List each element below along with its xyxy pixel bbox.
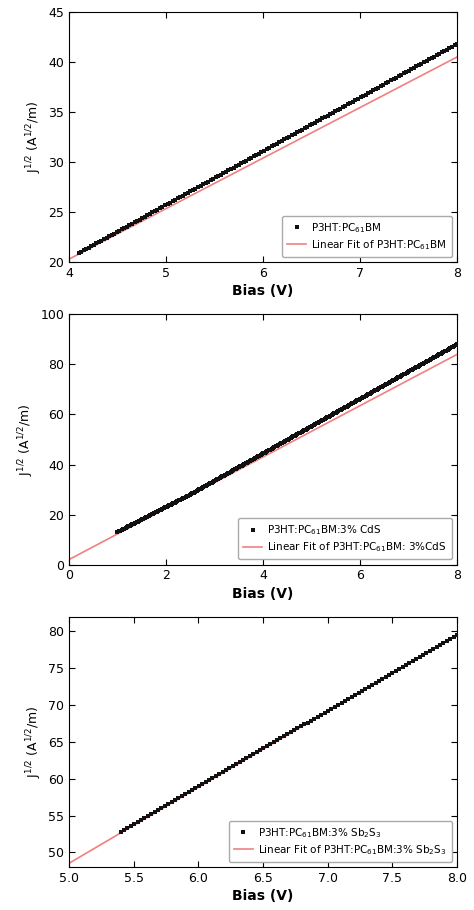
X-axis label: Bias (V): Bias (V) bbox=[232, 889, 294, 903]
Legend: P3HT:PC$_{61}$BM:3% Sb$_2$S$_3$, Linear Fit of P3HT:PC$_{61}$BM:3% Sb$_2$S$_3$: P3HT:PC$_{61}$BM:3% Sb$_2$S$_3$, Linear … bbox=[229, 821, 452, 862]
P3HT:PC$_{61}$BM:3% Sb$_2$S$_3$ bbox=[291, 725, 297, 736]
X-axis label: Bias (V): Bias (V) bbox=[232, 587, 294, 601]
P3HT:PC$_{61}$BM:3% Sb$_2$S$_3$ bbox=[118, 826, 124, 837]
Y-axis label: J$^{1/2}$ (A$^{1/2}$/m): J$^{1/2}$ (A$^{1/2}$/m) bbox=[24, 706, 44, 778]
P3HT:PC$_{61}$BM:3% Sb$_2$S$_3$ bbox=[182, 789, 188, 800]
P3HT:PC$_{61}$BM:3% CdS bbox=[171, 498, 176, 509]
X-axis label: Bias (V): Bias (V) bbox=[232, 284, 294, 298]
P3HT:PC$_{61}$BM bbox=[337, 103, 343, 114]
P3HT:PC$_{61}$BM bbox=[226, 165, 231, 176]
P3HT:PC$_{61}$BM bbox=[289, 130, 295, 141]
Legend: P3HT:PC$_{61}$BM:3% CdS, Linear Fit of P3HT:PC$_{61}$BM: 3%CdS: P3HT:PC$_{61}$BM:3% CdS, Linear Fit of P… bbox=[238, 519, 452, 560]
P3HT:PC$_{61}$BM:3% CdS bbox=[440, 347, 446, 358]
Line: P3HT:PC$_{61}$BM:3% CdS: P3HT:PC$_{61}$BM:3% CdS bbox=[116, 343, 458, 533]
Y-axis label: J$^{1/2}$ (A$^{1/2}$/m): J$^{1/2}$ (A$^{1/2}$/m) bbox=[25, 101, 44, 173]
P3HT:PC$_{61}$BM bbox=[200, 179, 206, 190]
Y-axis label: J$^{1/2}$ (A$^{1/2}$/m): J$^{1/2}$ (A$^{1/2}$/m) bbox=[17, 403, 36, 476]
Legend: P3HT:PC$_{61}$BM, Linear Fit of P3HT:PC$_{61}$BM: P3HT:PC$_{61}$BM, Linear Fit of P3HT:PC$… bbox=[282, 216, 452, 257]
P3HT:PC$_{61}$BM bbox=[388, 75, 394, 86]
P3HT:PC$_{61}$BM:3% Sb$_2$S$_3$ bbox=[427, 645, 433, 656]
P3HT:PC$_{61}$BM:3% Sb$_2$S$_3$ bbox=[454, 630, 460, 641]
P3HT:PC$_{61}$BM bbox=[274, 138, 280, 149]
P3HT:PC$_{61}$BM:3% CdS bbox=[255, 451, 261, 462]
P3HT:PC$_{61}$BM:3% CdS bbox=[251, 453, 257, 464]
Line: P3HT:PC$_{61}$BM:3% Sb$_2$S$_3$: P3HT:PC$_{61}$BM:3% Sb$_2$S$_3$ bbox=[119, 633, 458, 834]
P3HT:PC$_{61}$BM:3% Sb$_2$S$_3$ bbox=[196, 781, 201, 792]
P3HT:PC$_{61}$BM:3% CdS bbox=[311, 420, 317, 430]
P3HT:PC$_{61}$BM:3% CdS bbox=[349, 398, 355, 409]
P3HT:PC$_{61}$BM bbox=[454, 38, 460, 49]
P3HT:PC$_{61}$BM:3% Sb$_2$S$_3$ bbox=[437, 640, 443, 651]
P3HT:PC$_{61}$BM bbox=[76, 248, 82, 258]
P3HT:PC$_{61}$BM:3% Sb$_2$S$_3$ bbox=[319, 709, 324, 720]
Line: P3HT:PC$_{61}$BM: P3HT:PC$_{61}$BM bbox=[77, 43, 458, 255]
P3HT:PC$_{61}$BM:3% CdS bbox=[454, 339, 460, 349]
P3HT:PC$_{61}$BM:3% CdS bbox=[115, 527, 120, 538]
